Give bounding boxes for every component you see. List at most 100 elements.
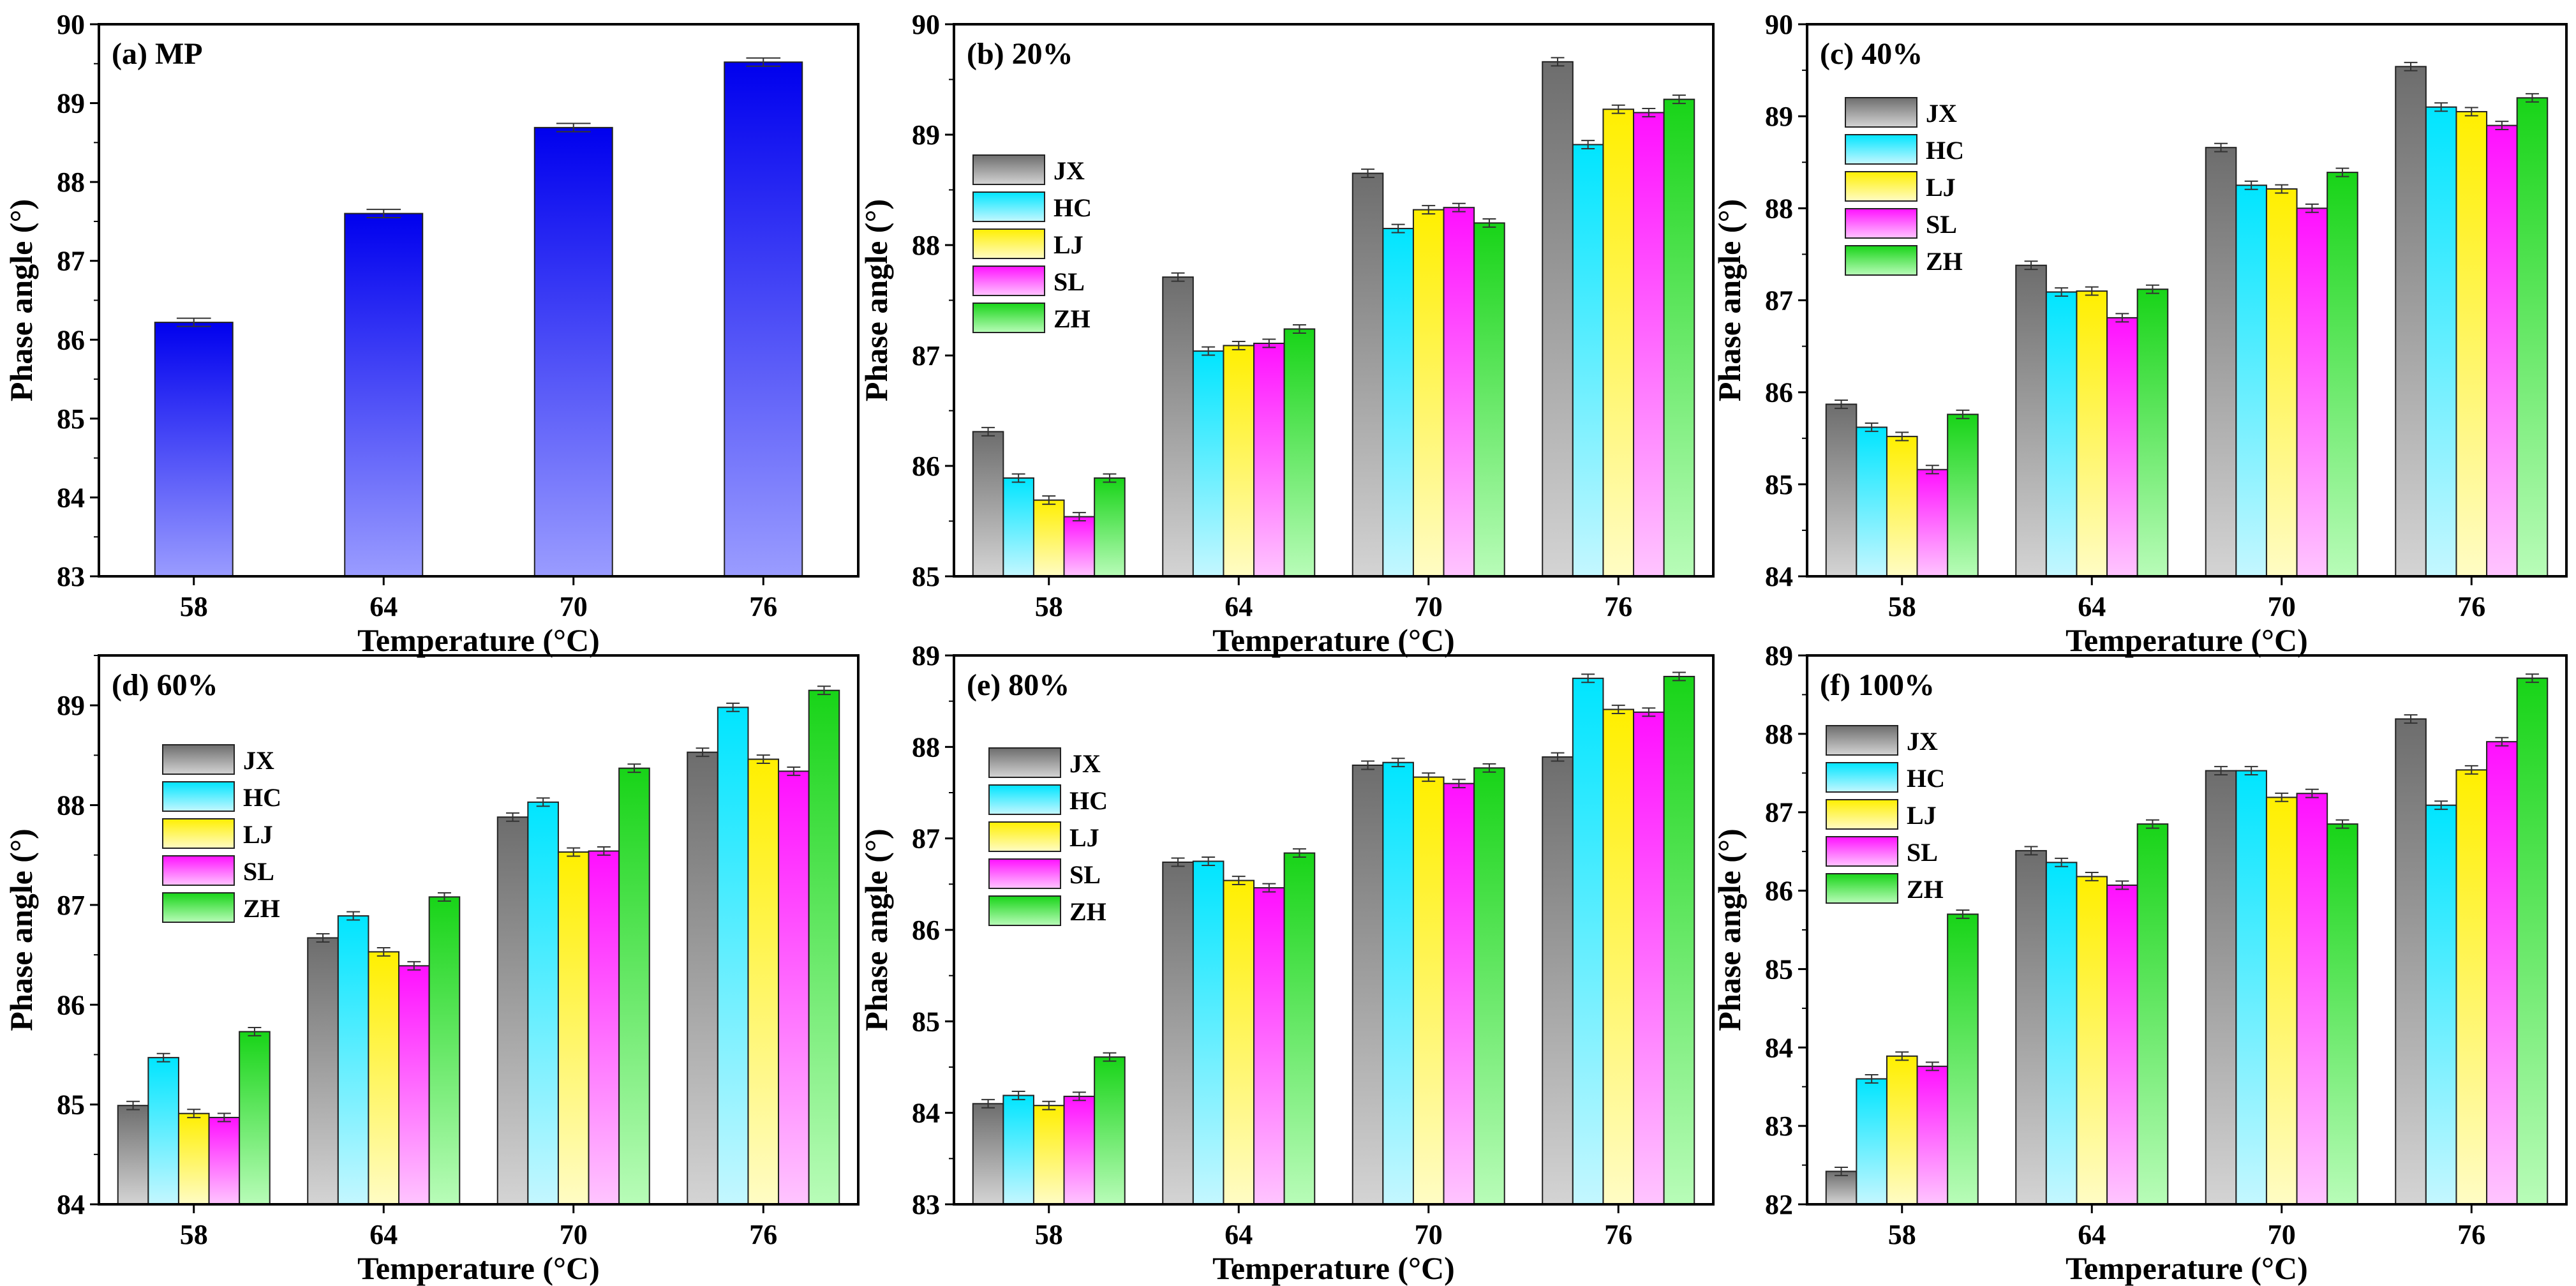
legend-label-zh: ZH <box>1069 897 1106 926</box>
bar-lj-64 <box>1223 345 1255 577</box>
bar-lj-58 <box>1886 435 1918 577</box>
x-axis-title: Temperature (°C) <box>2066 622 2308 658</box>
bar-zh-64 <box>1283 852 1316 1205</box>
bar-hc-58 <box>1856 426 1887 578</box>
bar-zh-58 <box>1947 414 1979 577</box>
bar-sl-58 <box>1063 516 1096 578</box>
bar-sl-64 <box>2106 884 2138 1205</box>
y-tick-label: 88 <box>1765 719 1793 750</box>
legend-swatch-hc <box>1845 134 1917 165</box>
y-tick-label: 89 <box>1765 101 1793 132</box>
x-tick-label: 76 <box>749 1219 777 1250</box>
bar-lj-58 <box>177 1112 210 1206</box>
bar-jx-70 <box>2205 770 2237 1205</box>
bar-sl-58 <box>1916 468 1949 577</box>
y-tick-label: 87 <box>57 890 85 921</box>
legend-swatch-hc <box>988 784 1061 815</box>
bar-sl-58 <box>208 1116 241 1205</box>
bar-lj-64 <box>368 951 400 1206</box>
bar-zh-70 <box>618 767 650 1205</box>
y-tick-label: 84 <box>57 1189 85 1220</box>
legend-label-lj: LJ <box>243 820 273 849</box>
bar-zh-76 <box>808 689 840 1205</box>
panel-title: (f) 100% <box>1820 668 1935 702</box>
legend-label-lj: LJ <box>1053 230 1083 259</box>
x-axis-title: Temperature (°C) <box>357 622 600 658</box>
legend-label-jx: JX <box>1926 99 1957 128</box>
legend-swatch-jx <box>162 744 235 775</box>
bar-jx-64 <box>1162 276 1194 577</box>
legend-swatch-zh <box>162 892 235 923</box>
bar-hc-70 <box>527 801 559 1205</box>
bar-jx-58 <box>1825 1170 1858 1206</box>
x-tick-label: 64 <box>369 1219 398 1250</box>
y-tick-label: 86 <box>912 451 940 482</box>
legend-swatch-jx <box>1826 725 1898 756</box>
y-tick-label: 84 <box>1765 1032 1793 1063</box>
bar-zh-76 <box>1663 98 1695 577</box>
legend-label-zh: ZH <box>1907 875 1944 904</box>
bar-hc-58 <box>1002 477 1034 578</box>
bar-jx-58 <box>117 1105 149 1205</box>
bar-lj-58 <box>1886 1055 1918 1206</box>
legend-swatch-sl <box>988 858 1061 889</box>
bar-lj-76 <box>1602 708 1635 1205</box>
legend-swatch-zh <box>972 303 1045 333</box>
bar-jx-70 <box>1351 172 1384 577</box>
bar-zh-64 <box>428 896 461 1206</box>
legend-label-sl: SL <box>1069 860 1101 889</box>
bar-hc-64 <box>1192 860 1225 1205</box>
bar-jx-76 <box>687 751 718 1205</box>
bar-lj-64 <box>1223 879 1255 1205</box>
bar-zh-58 <box>1094 1056 1126 1205</box>
bar-sl-76 <box>778 770 810 1205</box>
y-tick-label: 88 <box>912 230 940 261</box>
panel-title: (c) 40% <box>1820 37 1923 71</box>
bar-zh-76 <box>2516 677 2549 1205</box>
bar-jx-64 <box>1162 861 1194 1205</box>
x-tick-label: 76 <box>1604 1219 1632 1250</box>
bar-hc-76 <box>1572 677 1604 1206</box>
y-axis-title: Phase angle (°) <box>858 199 894 401</box>
y-tick-label: 87 <box>1765 797 1793 828</box>
bar-sl-70 <box>588 850 620 1206</box>
legend-swatch-lj <box>1826 799 1898 830</box>
x-tick-label: 64 <box>2078 1219 2106 1250</box>
bar-zh-70 <box>2327 172 2358 577</box>
bar-sl-70 <box>2296 793 2328 1205</box>
panel-6: 82 83 84 85 86 87 88 89 58 64 70 76 (f) 100% Temperat… <box>1711 640 2568 1286</box>
y-tick-label: 86 <box>912 915 940 946</box>
plot-frame <box>98 654 860 1206</box>
legend-swatch-hc <box>972 191 1045 222</box>
x-tick-label: 64 <box>2078 591 2106 622</box>
x-tick-label: 76 <box>749 591 777 622</box>
x-axis-title: Temperature (°C) <box>1212 1250 1455 1286</box>
y-tick-label: 89 <box>912 119 940 151</box>
bar-lj-64 <box>2076 876 2108 1205</box>
bar-jx-70 <box>496 816 529 1205</box>
x-tick-label: 58 <box>180 1219 208 1250</box>
x-tick-label: 58 <box>180 591 208 622</box>
panel-title: (e) 80% <box>967 668 1069 702</box>
legend-swatch-zh <box>1845 245 1917 276</box>
y-tick-label: 84 <box>1765 561 1793 592</box>
x-tick-label: 70 <box>2268 1219 2296 1250</box>
x-tick-label: 70 <box>2268 591 2296 622</box>
bar-sl-76 <box>2486 124 2518 578</box>
plot-frame <box>98 23 860 578</box>
legend-label-sl: SL <box>243 857 274 886</box>
y-tick-label: 85 <box>57 403 85 435</box>
legend-label-sl: SL <box>1926 210 1957 239</box>
x-tick-label: 64 <box>1225 591 1253 622</box>
bar-jx-76 <box>2395 718 2427 1205</box>
bar-sl-76 <box>1633 112 1665 577</box>
bar-sl-64 <box>2106 317 2138 577</box>
plot-frame <box>1806 23 2568 578</box>
bar-mp-64 <box>344 213 424 578</box>
bar-zh-70 <box>1473 222 1505 577</box>
plot-frame <box>953 23 1715 578</box>
bar-lj-64 <box>2076 290 2108 577</box>
bar-lj-58 <box>1032 1105 1065 1205</box>
bar-lj-70 <box>1412 776 1445 1205</box>
bar-sl-64 <box>1253 887 1285 1205</box>
